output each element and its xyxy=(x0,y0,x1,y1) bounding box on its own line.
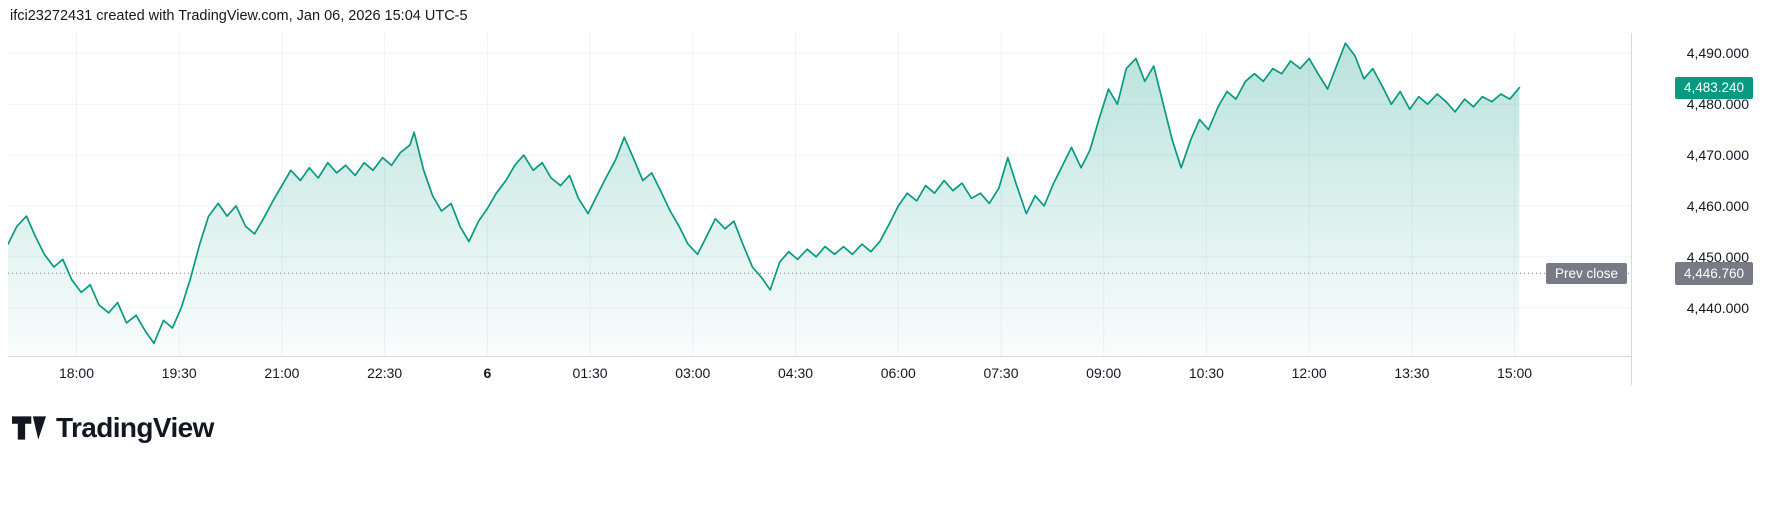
time-scale-label: 6 xyxy=(483,365,492,381)
time-scale-label: 03:00 xyxy=(675,365,711,381)
time-scale[interactable]: 18:00 19:30 21:00 22:30 6 01:30 03:00 04:30 06:0… xyxy=(8,357,1631,385)
area-fill xyxy=(8,43,1520,356)
price-chart-svg[interactable] xyxy=(8,33,1631,356)
time-scale-label: 01:30 xyxy=(572,365,608,381)
time-scale-label: 09:00 xyxy=(1086,365,1122,381)
tradingview-logo[interactable]: TradingView xyxy=(12,412,214,444)
time-scale-label: 07:30 xyxy=(983,365,1019,381)
price-line xyxy=(8,42,1521,345)
price-scale-label: 4,480.000 xyxy=(1686,96,1749,113)
prev-close-label-text: Prev close xyxy=(1554,265,1618,281)
prev-close-price-badge: 4,446.760 xyxy=(1674,262,1753,285)
last-price-badge: 4,483.240 xyxy=(1674,76,1753,100)
time-scale-label: 21:00 xyxy=(264,365,300,381)
time-scale-label: 22:30 xyxy=(367,365,403,381)
time-scale-label: 13:30 xyxy=(1394,365,1430,381)
prev-close-label-badge: Prev close xyxy=(1545,262,1627,285)
attribution-text: ifci23272431 created with TradingView.co… xyxy=(10,8,468,24)
time-scale-label: 18:00 xyxy=(58,365,94,381)
price-scale-label: 4,440.000 xyxy=(1686,299,1749,316)
tradingview-logo-icon xyxy=(12,416,46,440)
price-scale-label: 4,450.000 xyxy=(1686,248,1749,265)
price-scale-label: 4,490.000 xyxy=(1686,45,1749,62)
time-scale-label: 06:00 xyxy=(880,365,916,381)
time-scale-label: 04:30 xyxy=(778,365,814,381)
chart-container: Prev close 4,483.240 4,446.760 4,440.000… xyxy=(8,33,1763,385)
time-scale-label: 12:00 xyxy=(1291,365,1327,381)
tradingview-logo-text: TradingView xyxy=(56,412,214,443)
time-scale-label: 15:00 xyxy=(1497,365,1533,381)
chart-plot-area[interactable]: Prev close xyxy=(8,33,1631,357)
price-scale[interactable]: 4,483.240 4,446.760 4,440.000 4,450.000 4,… xyxy=(1631,33,1763,385)
time-scale-label: 19:30 xyxy=(161,365,197,381)
time-scale-label: 10:30 xyxy=(1188,365,1224,381)
price-scale-label: 4,460.000 xyxy=(1686,197,1749,214)
price-scale-label: 4,470.000 xyxy=(1686,147,1749,164)
